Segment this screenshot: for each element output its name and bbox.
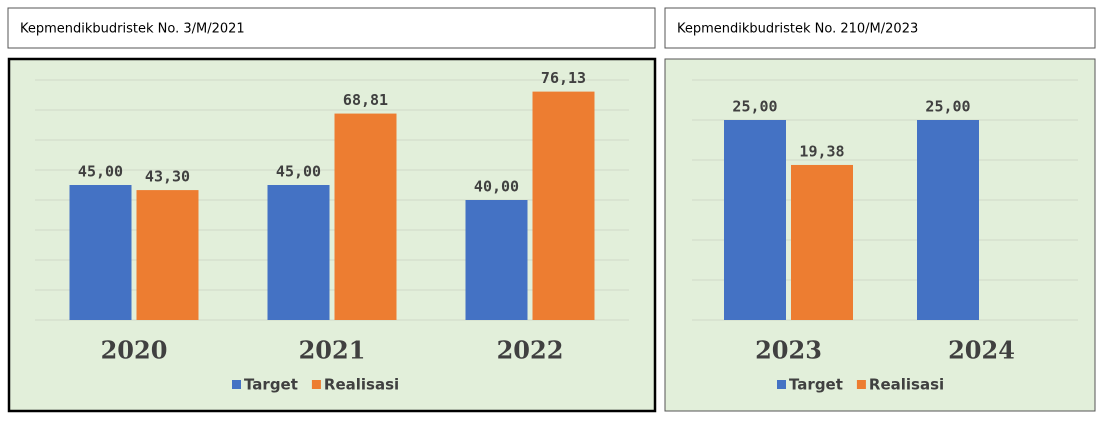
data-label: 25,00: [925, 98, 970, 116]
legend-label: Target: [244, 376, 298, 394]
legend-swatch: [311, 380, 321, 389]
chart-title: Kepmendikbudristek No. 3/M/2021: [20, 22, 245, 37]
data-label: 43,30: [145, 168, 190, 186]
x-tick-label: 2021: [299, 336, 366, 365]
x-tick-label: 2020: [101, 336, 168, 365]
chart-title: Kepmendikbudristek No. 210/M/2023: [677, 22, 918, 37]
header-box: [664, 7, 1096, 49]
x-tick-label: 2024: [948, 336, 1015, 365]
bar: [917, 120, 979, 320]
data-label: 76,13: [541, 69, 586, 87]
data-label: 45,00: [78, 163, 123, 181]
data-label: 45,00: [276, 163, 321, 181]
bar: [334, 113, 397, 320]
x-tick-label: 2022: [497, 336, 564, 365]
bar: [465, 200, 528, 320]
bar: [791, 164, 853, 320]
bar: [724, 120, 786, 320]
data-label: 40,00: [474, 178, 519, 196]
header-box: [7, 7, 656, 49]
data-label: 25,00: [732, 98, 777, 116]
legend-label: Target: [789, 376, 843, 394]
bar: [69, 185, 132, 320]
x-tick-label: 2023: [755, 336, 822, 365]
legend-swatch: [777, 380, 786, 389]
bar: [267, 185, 330, 320]
legend-label: Realisasi: [869, 376, 944, 394]
legend-label: Realisasi: [324, 376, 399, 394]
data-label: 19,38: [799, 142, 844, 160]
data-label: 68,81: [343, 91, 388, 109]
legend-swatch: [232, 380, 241, 389]
legend-swatch: [856, 380, 866, 389]
bar: [532, 91, 595, 320]
bar: [136, 190, 199, 320]
